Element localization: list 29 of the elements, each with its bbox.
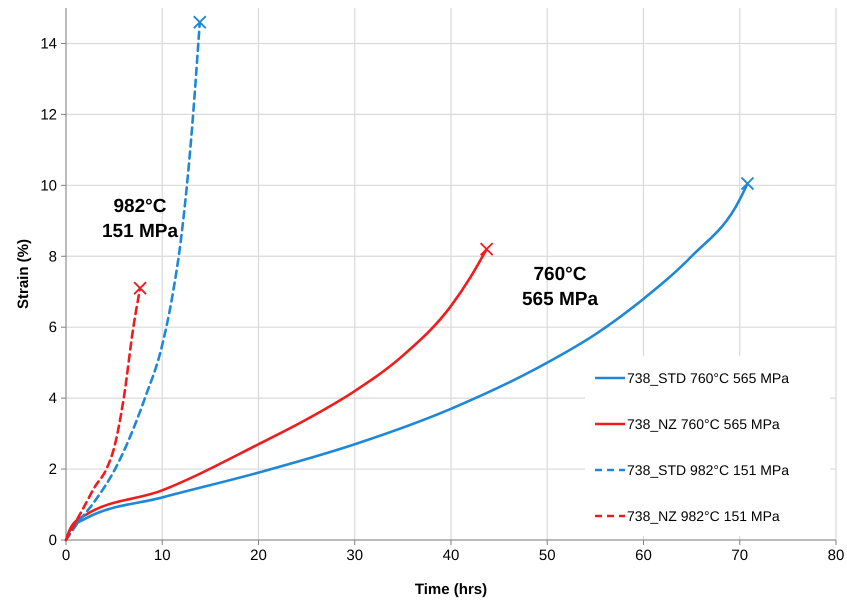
point bbox=[740, 176, 754, 190]
x-tick-label: 10 bbox=[154, 547, 171, 564]
x-tick-label: 30 bbox=[346, 547, 364, 564]
y-tick-label: 14 bbox=[40, 35, 57, 52]
annotation: 982°C 151 MPa bbox=[102, 196, 178, 242]
legend-label: 738_NZ 760°C 565 MPa bbox=[627, 416, 780, 432]
point bbox=[480, 242, 494, 256]
legend-label: 738_NZ 982°C 151 MPa bbox=[627, 508, 780, 524]
x-tick-label: 80 bbox=[828, 547, 844, 564]
x-tick-label: 50 bbox=[538, 547, 556, 564]
x-tick-label: 70 bbox=[731, 547, 748, 564]
y-tick-label: 2 bbox=[48, 461, 57, 478]
x-axis-title: Time (hrs) bbox=[414, 581, 488, 598]
y-axis-title: Strain (%) bbox=[15, 238, 32, 310]
x-tick-label: 0 bbox=[62, 547, 70, 564]
annotation: 760°C 565 MPa bbox=[522, 264, 598, 310]
x-tick-label: 40 bbox=[442, 547, 460, 564]
y-tick-label: 4 bbox=[48, 390, 57, 408]
y-tick-label: 12 bbox=[40, 106, 57, 124]
x-tick-label: 20 bbox=[250, 547, 267, 564]
point bbox=[133, 281, 148, 296]
legend-label: 738_STD 760°C 565 MPa bbox=[627, 370, 790, 386]
legend-label: 738_STD 982°C 151 MPa bbox=[627, 462, 790, 478]
x-tick-label: 60 bbox=[635, 547, 652, 564]
point bbox=[192, 15, 207, 30]
y-tick-label: 8 bbox=[48, 248, 57, 266]
y-tick-label: 6 bbox=[48, 319, 57, 336]
y-tick-label: 10 bbox=[40, 177, 57, 194]
y-tick-label: 0 bbox=[48, 532, 57, 549]
